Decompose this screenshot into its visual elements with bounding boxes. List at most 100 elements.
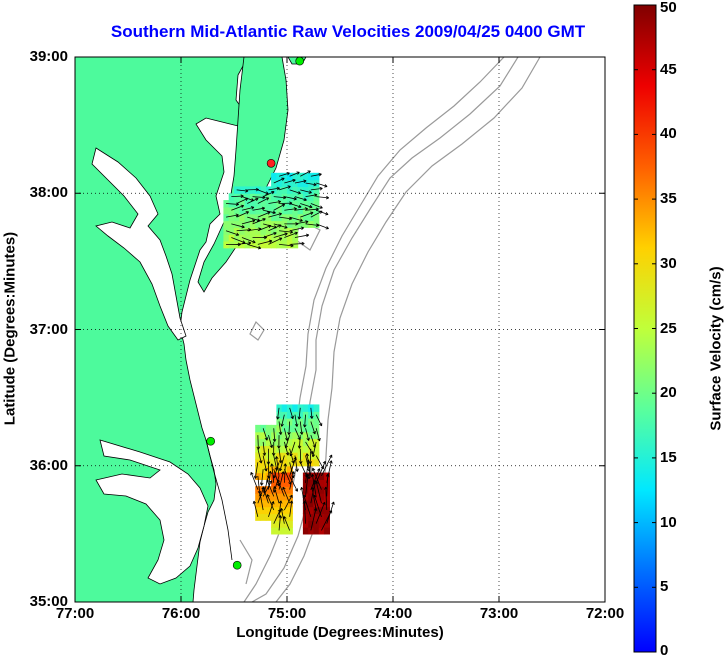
velocity-cell: [260, 506, 267, 515]
velocity-vector: [273, 203, 286, 211]
velocity-vector: [241, 237, 256, 244]
velocity-cell: [308, 472, 315, 480]
y-tick-label: 38:00: [29, 184, 68, 202]
velocity-cell: [292, 445, 299, 453]
velocity-vector: [300, 211, 314, 218]
velocity-cell: [281, 520, 288, 528]
velocity-vector: [257, 475, 262, 494]
velocity-vector: [273, 486, 280, 504]
velocity-cell: [302, 506, 309, 515]
velocity-vector: [309, 407, 314, 419]
velocity-vector: [253, 462, 259, 479]
velocity-cell: [324, 472, 330, 480]
velocity-cell: [287, 486, 293, 494]
y-tick-label: 37:00: [29, 320, 68, 338]
velocity-cell: [308, 438, 315, 446]
velocity-vector: [278, 455, 285, 472]
velocity-vector: [268, 501, 275, 517]
velocity-vector: [294, 196, 307, 202]
velocity-vectors: [225, 170, 335, 531]
velocity-cell: [302, 431, 309, 440]
velocity-cell: [260, 458, 267, 467]
hatteras-site-marker: [232, 560, 242, 570]
velocity-vector: [266, 479, 275, 497]
outer-banks: [205, 439, 233, 561]
velocity-cell: [271, 479, 277, 487]
velocity-vector: [298, 448, 303, 465]
velocity-cell: [313, 458, 320, 467]
velocity-vector: [289, 216, 303, 222]
velocity-cell: [239, 213, 246, 222]
colorbar-tick-label: 15: [660, 448, 677, 466]
velocity-cell: [308, 499, 315, 508]
velocity-cell: [297, 424, 304, 433]
velocity-vector: [276, 407, 280, 420]
velocity-cell: [292, 172, 299, 181]
velocity-vector: [305, 453, 312, 477]
velocity-vector: [262, 190, 275, 198]
velocity-cell: [249, 200, 256, 208]
velocity-cell: [287, 234, 293, 242]
velocity-vector: [252, 500, 259, 517]
velocity-vector: [300, 203, 313, 209]
colorbar-tick-label: 35: [660, 190, 677, 208]
velocity-cell: [308, 411, 315, 419]
velocity-cell: [271, 520, 277, 528]
velocity-vector: [278, 185, 291, 191]
velocity-vector: [274, 456, 280, 477]
velocity-cell: [313, 431, 320, 440]
chesapeake-bay: [91, 147, 187, 341]
velocity-cell: [255, 499, 262, 508]
velocity-vector: [311, 467, 322, 490]
velocity-cell: [287, 424, 293, 433]
velocity-cell: [287, 411, 293, 419]
velocity-cell: [313, 520, 320, 528]
velocity-cell: [271, 513, 277, 521]
velocity-cell: [281, 431, 288, 440]
velocity-cell: [297, 172, 304, 181]
x-tick-label: 75:00: [267, 605, 307, 622]
velocity-cell: [223, 234, 230, 242]
velocity-cell: [260, 493, 267, 501]
velocity-cell: [249, 186, 256, 194]
velocity-cell: [324, 520, 330, 528]
velocity-vector: [278, 421, 283, 435]
velocity-cell: [239, 200, 246, 208]
velocity-vector: [294, 414, 299, 427]
velocity-cell: [260, 486, 267, 494]
velocity-cell: [249, 227, 256, 235]
velocity-vector: [294, 179, 307, 184]
velocity-cell: [281, 506, 288, 515]
velocity-cell: [260, 227, 267, 235]
velocity-cell: [313, 404, 320, 412]
velocity-cell: [281, 527, 288, 535]
x-tick-label: 76:00: [161, 605, 201, 622]
velocity-cell: [265, 424, 272, 433]
velocity-cell: [223, 220, 230, 228]
velocity-vector: [270, 463, 275, 483]
velocity-vector: [316, 209, 329, 216]
velocity-vector: [284, 231, 298, 238]
velocity-cell: [260, 186, 267, 194]
velocity-cell: [255, 465, 262, 474]
velocity-cell: [276, 179, 283, 188]
velocity-cell: [324, 493, 330, 501]
velocity-cell: [255, 206, 262, 215]
velocity-cell: [244, 206, 251, 215]
velocity-cell: [292, 418, 299, 426]
colorbar-tick-label: 5: [660, 578, 669, 596]
velocity-cell: [292, 227, 299, 235]
velocity-cell: [281, 213, 288, 222]
velocity-vector: [241, 206, 255, 211]
velocity-cell: [324, 506, 330, 515]
velocity-vector: [236, 211, 250, 218]
velocity-cell: [239, 227, 246, 235]
velocity-vector: [266, 494, 275, 511]
velocity-cell: [281, 186, 288, 194]
velocity-vector: [289, 500, 294, 517]
velocity-vector: [268, 237, 283, 245]
velocity-cell: [292, 404, 299, 412]
velocity-vector: [268, 434, 274, 449]
velocity-vector: [273, 177, 285, 184]
velocity-cell: [271, 200, 277, 208]
